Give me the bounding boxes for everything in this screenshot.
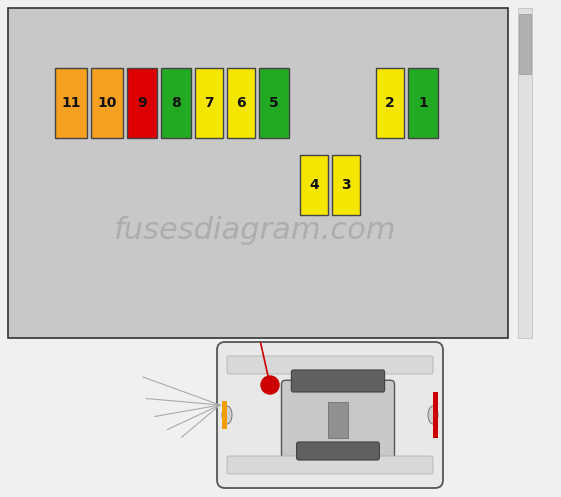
Text: 6: 6 xyxy=(236,96,246,110)
FancyBboxPatch shape xyxy=(297,442,379,460)
Bar xyxy=(8,8,508,338)
Ellipse shape xyxy=(428,406,438,424)
Bar xyxy=(161,68,191,138)
Bar xyxy=(433,392,438,438)
Bar xyxy=(127,68,157,138)
Bar xyxy=(408,68,438,138)
Text: fusesdiagram.com: fusesdiagram.com xyxy=(114,216,396,245)
Bar xyxy=(55,68,87,138)
Bar xyxy=(227,68,255,138)
Bar xyxy=(328,402,348,438)
Text: 3: 3 xyxy=(341,178,351,192)
Ellipse shape xyxy=(222,406,232,424)
Text: 11: 11 xyxy=(61,96,81,110)
Bar xyxy=(222,402,227,428)
FancyBboxPatch shape xyxy=(282,380,394,460)
Bar xyxy=(518,8,532,338)
FancyBboxPatch shape xyxy=(227,356,433,374)
FancyBboxPatch shape xyxy=(291,370,385,392)
Circle shape xyxy=(261,376,279,394)
Text: 5: 5 xyxy=(269,96,279,110)
Bar xyxy=(300,155,328,215)
Text: 1: 1 xyxy=(418,96,428,110)
Bar xyxy=(195,68,223,138)
Text: 10: 10 xyxy=(97,96,117,110)
Text: 2: 2 xyxy=(385,96,395,110)
Bar xyxy=(332,155,360,215)
Bar xyxy=(259,68,289,138)
Text: 8: 8 xyxy=(171,96,181,110)
Bar xyxy=(91,68,123,138)
Text: 7: 7 xyxy=(204,96,214,110)
FancyBboxPatch shape xyxy=(227,456,433,474)
Bar xyxy=(376,68,404,138)
Bar xyxy=(519,14,531,74)
Text: 4: 4 xyxy=(309,178,319,192)
Text: 9: 9 xyxy=(137,96,147,110)
FancyBboxPatch shape xyxy=(217,342,443,488)
